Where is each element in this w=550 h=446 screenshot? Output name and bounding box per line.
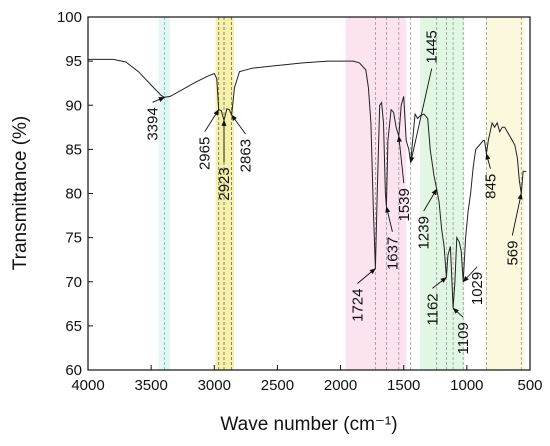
- peak-label: 1029: [469, 272, 486, 305]
- peak-arrow: [231, 114, 246, 135]
- shaded-band: [215, 17, 234, 370]
- x-tick-label: 1000: [450, 377, 483, 394]
- x-tick-label: 3000: [198, 377, 231, 394]
- peak-arrow: [423, 188, 438, 212]
- y-tick-label: 70: [65, 274, 82, 291]
- x-tick-label: 4000: [71, 377, 104, 394]
- x-axis-title: Wave number (cm⁻¹): [220, 414, 397, 435]
- peak-arrow: [485, 153, 491, 169]
- y-tick-label: 95: [65, 53, 82, 70]
- peak-arrow: [452, 307, 464, 318]
- y-tick-label: 80: [65, 186, 82, 203]
- spectrum-line: [88, 58, 527, 309]
- peak-label: 1539: [396, 188, 413, 221]
- peak-arrow: [357, 268, 376, 284]
- peak-label: 3394: [145, 107, 162, 140]
- y-tick-label: 75: [65, 230, 82, 247]
- peak-label: 1724: [349, 289, 366, 322]
- peak-label: 2923: [216, 167, 233, 200]
- y-tick-label: 100: [57, 9, 82, 26]
- peak-arrow: [385, 206, 393, 232]
- shaded-band: [345, 17, 407, 370]
- peak-arrow: [462, 266, 478, 283]
- x-tick-label: 1500: [387, 377, 420, 394]
- peak-label: 845: [482, 174, 499, 199]
- x-tick-label: 2500: [261, 377, 294, 394]
- peak-label: 1637: [384, 237, 401, 270]
- peak-arrow: [432, 276, 447, 289]
- peak-label: 2863: [238, 139, 255, 172]
- peak-label: 1109: [455, 322, 472, 354]
- peak-label: 1162: [424, 293, 441, 325]
- peak-label: 1445: [424, 30, 441, 63]
- y-axis-title: Transmittance (%): [10, 116, 31, 271]
- y-tick-label: 60: [65, 362, 82, 379]
- peak-arrow: [152, 96, 166, 103]
- y-tick-label: 65: [65, 318, 82, 335]
- y-tick-label: 90: [65, 97, 82, 114]
- x-tick-label: 3500: [134, 377, 167, 394]
- peak-label: 2965: [197, 137, 214, 170]
- peak-arrow: [396, 135, 405, 184]
- y-tick-label: 85: [65, 141, 82, 158]
- peak-label: 569: [504, 241, 521, 266]
- peak-arrow: [511, 192, 523, 236]
- x-tick-label: 2000: [324, 377, 357, 394]
- peak-arrow: [409, 68, 433, 164]
- peak-arrow: [204, 109, 220, 132]
- peak-label: 1239: [416, 216, 433, 249]
- x-tick-label: 500: [517, 377, 542, 394]
